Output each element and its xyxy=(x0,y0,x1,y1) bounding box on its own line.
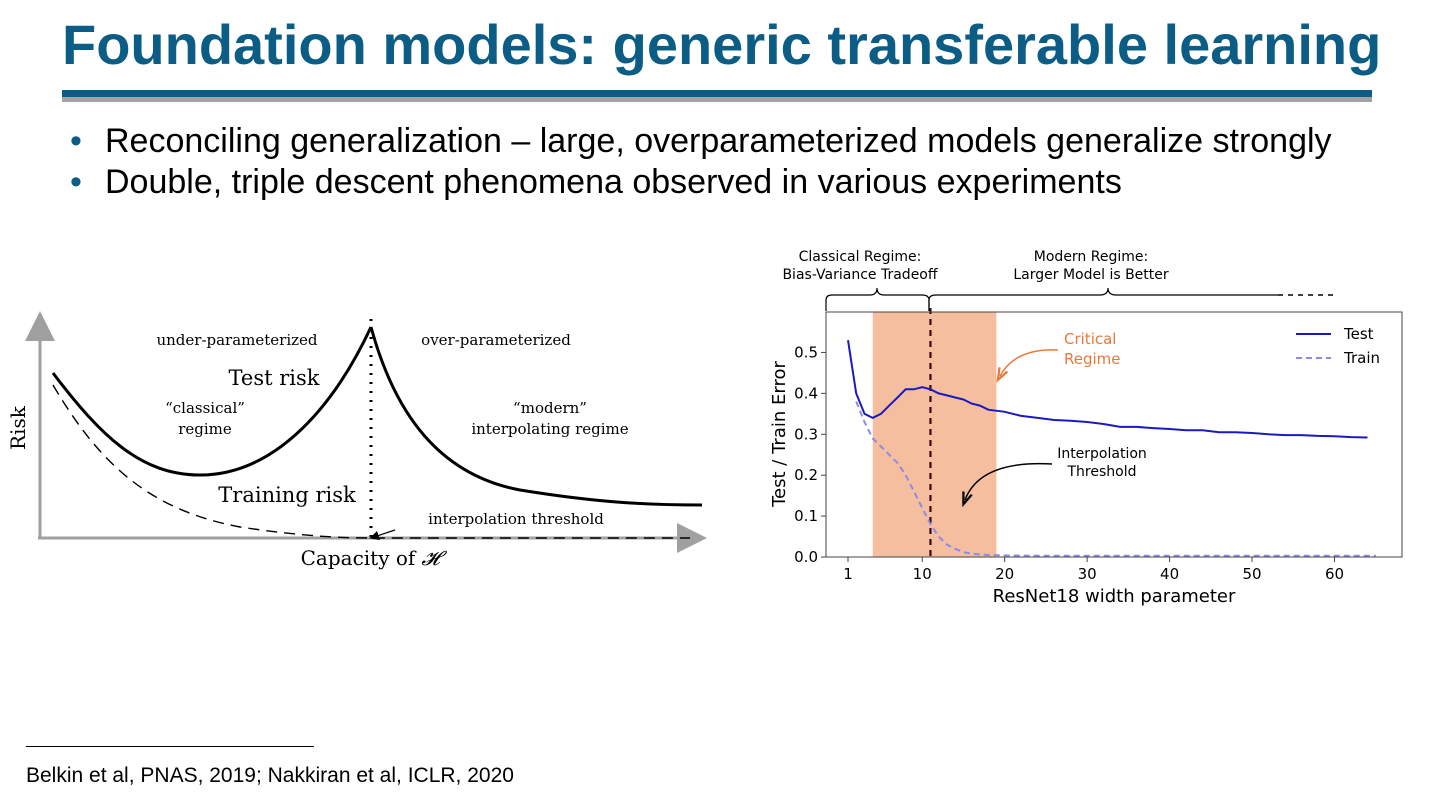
resnet-double-descent-chart: 1 10 20 30 40 50 60 0.0 0.1 0.2 0.3 0.4 0.5 Classica… xyxy=(769,249,1403,607)
title-rule-blue xyxy=(62,90,1372,97)
x-tick-label: 60 xyxy=(1325,565,1344,583)
legend-train-label: Train xyxy=(1343,349,1380,367)
bullet-text: Double, triple descent phenomena observe… xyxy=(105,163,1122,201)
threshold-arrow xyxy=(369,529,396,541)
critical-regime-band xyxy=(872,312,997,557)
y-axis-label: Risk xyxy=(6,405,30,450)
bullet-item: • Reconciling generalization – large, ove… xyxy=(70,121,1332,162)
double-descent-diagram: Risk under-parameterized over-parameteri… xyxy=(6,311,707,570)
x-tick-label: 40 xyxy=(1160,565,1179,583)
slide-title: Foundation models: generic transferable … xyxy=(62,13,1382,76)
bullet-list: • Reconciling generalization – large, ove… xyxy=(70,121,1332,203)
bullet-text: Reconciling generalization – large, over… xyxy=(105,122,1332,160)
x-tick-label: 50 xyxy=(1243,565,1262,583)
y-tick-label: 0.2 xyxy=(794,466,818,484)
y-tick-label: 0.3 xyxy=(794,425,818,443)
x-tick-label: 30 xyxy=(1078,565,1097,583)
y-tick-label: 0.5 xyxy=(794,343,818,361)
test-risk-curve-right xyxy=(369,326,703,507)
threshold-label: interpolation threshold xyxy=(428,510,604,528)
y-tick-label: 0.4 xyxy=(794,384,818,402)
legend-test-label: Test xyxy=(1343,325,1374,343)
bullet-dot-icon: • xyxy=(70,163,82,201)
classical-label-1: “classical” xyxy=(165,399,245,417)
classical-regime-label-2: Bias-Variance Tradeoff xyxy=(782,267,937,283)
modern-regime-label-2: Larger Model is Better xyxy=(1013,267,1169,283)
test-risk-label: Test risk xyxy=(229,366,320,390)
modern-label-1: “modern” xyxy=(513,399,587,417)
bullet-dot-icon: • xyxy=(70,122,82,160)
critical-regime-label-2: Regime xyxy=(1064,350,1121,368)
under-label: under-parameterized xyxy=(156,331,317,349)
footnote-rule xyxy=(26,746,314,747)
training-risk-label: Training risk xyxy=(218,483,356,507)
x-axis-label-text: Capacity of xyxy=(301,546,417,570)
x-axis-label: Capacity of 𝓗 xyxy=(301,546,448,570)
classical-brace xyxy=(825,287,930,311)
series-test-line xyxy=(847,340,1368,439)
chart-x-axis-label: ResNet18 width parameter xyxy=(993,586,1236,607)
y-tick-label: 0.1 xyxy=(794,507,818,525)
chart-y-axis-label: Test / Train Error xyxy=(769,361,790,508)
x-tick-label: 10 xyxy=(913,565,932,583)
classical-regime-label-1: Classical Regime: xyxy=(799,249,922,265)
footnote: Belkin et al, PNAS, 2019; Nakkiran et al… xyxy=(26,764,514,787)
title-rule-grey xyxy=(62,97,1372,102)
interp-arrow xyxy=(965,462,1053,500)
training-risk-curve xyxy=(52,384,690,539)
over-label: over-parameterized xyxy=(421,331,571,349)
test-risk-curve-left xyxy=(51,326,373,477)
modern-label-2: interpolating regime xyxy=(471,420,628,438)
critical-arrow xyxy=(1000,349,1059,376)
x-tick-label: 1 xyxy=(843,565,853,583)
classical-label-2: regime xyxy=(178,420,232,438)
legend: Test Train xyxy=(1296,325,1380,367)
bullet-item: • Double, triple descent phenomena observ… xyxy=(70,162,1332,203)
x-tick-label: 20 xyxy=(995,565,1014,583)
x-axis-label-symbol: 𝓗 xyxy=(421,546,447,570)
modern-regime-label-1: Modern Regime: xyxy=(1034,249,1148,265)
modern-brace xyxy=(928,287,1278,311)
critical-regime-label-1: Critical xyxy=(1064,330,1116,348)
interp-threshold-label-2: Threshold xyxy=(1067,464,1137,480)
interp-threshold-label-1: Interpolation xyxy=(1057,446,1147,462)
series-train-line xyxy=(855,401,1376,557)
y-tick-label: 0.0 xyxy=(794,548,818,566)
